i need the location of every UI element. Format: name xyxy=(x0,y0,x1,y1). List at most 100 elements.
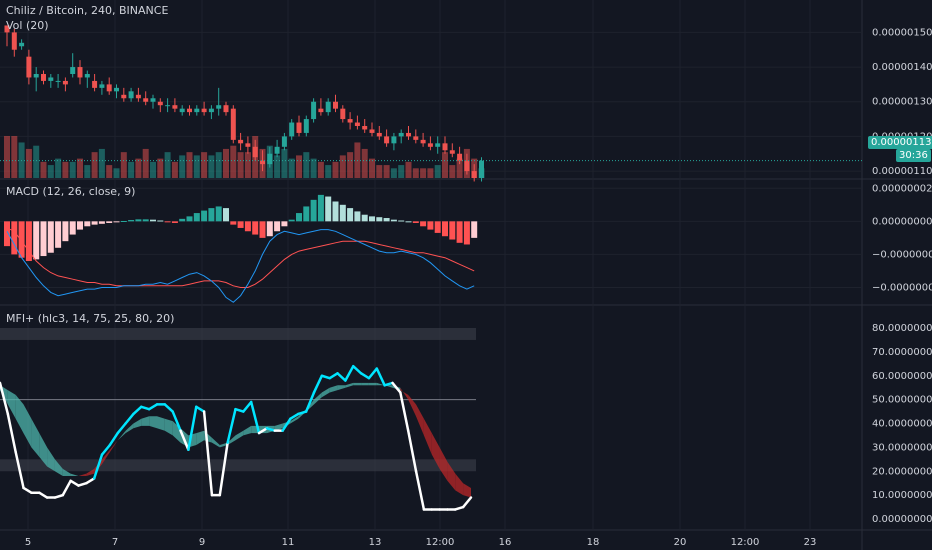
mfi-line-segment xyxy=(461,496,473,509)
mfi-tick-label: 70.00000000 xyxy=(872,347,932,358)
volume-bar xyxy=(164,152,171,178)
candle-body xyxy=(274,146,280,154)
candle-body xyxy=(143,98,149,102)
macd-histogram-bar xyxy=(84,221,91,227)
candle-body xyxy=(289,122,295,137)
volume-bar xyxy=(128,161,135,178)
macd-histogram-bar xyxy=(215,206,222,222)
volume-bar xyxy=(201,152,208,178)
mfi-line-segment xyxy=(6,412,17,454)
macd-histogram-bar xyxy=(230,221,237,225)
candle-body xyxy=(413,136,419,140)
signal-line xyxy=(6,227,475,288)
macd-histogram-bar xyxy=(113,221,120,223)
volume-bar xyxy=(237,152,244,178)
mfi-cloud-segment xyxy=(368,382,377,386)
mfi-tick-label: 10.00000000 xyxy=(872,490,932,501)
macd-histogram-bar xyxy=(456,221,463,243)
macd-histogram-bar xyxy=(274,221,281,232)
price-tick-label: 0.00000140 xyxy=(872,62,932,73)
candle-body xyxy=(281,136,287,147)
volume-bar xyxy=(317,161,324,178)
volume-bar xyxy=(215,152,222,178)
volume-bar xyxy=(420,168,427,178)
mfi-line-segment xyxy=(359,372,371,380)
mfi-line-segment xyxy=(454,505,465,511)
mfi-cloud-segment xyxy=(235,430,244,441)
mfi-cloud-segment xyxy=(463,483,471,498)
volume-bar xyxy=(281,148,288,178)
volume-bar xyxy=(40,161,47,178)
mfi-cloud-segment xyxy=(172,421,181,443)
volume-bar xyxy=(62,161,69,178)
time-tick-label: 23 xyxy=(804,537,817,548)
mfi-line-segment xyxy=(320,374,331,380)
candle-body xyxy=(165,105,171,107)
candle-body xyxy=(406,132,411,137)
macd-histogram-bar xyxy=(77,221,83,230)
candle-body xyxy=(252,146,258,158)
mfi-cloud-segment xyxy=(337,385,346,391)
macd-histogram-bar xyxy=(347,208,354,222)
mfi-cloud-segment xyxy=(376,382,385,386)
mfi-band xyxy=(0,459,476,472)
macd-histogram-bar xyxy=(259,221,266,238)
mfi-cloud-segment xyxy=(314,392,322,405)
volume-bar xyxy=(157,158,164,178)
macd-histogram-bar xyxy=(135,219,142,222)
macd-histogram-bar xyxy=(244,221,251,232)
mfi-cloud-segment xyxy=(353,382,362,386)
candle-body xyxy=(238,139,244,144)
mfi-line-segment xyxy=(249,400,261,435)
macd-histogram-bar xyxy=(201,210,208,222)
volume-bar xyxy=(376,165,383,178)
volume-bar xyxy=(91,152,98,178)
macd-histogram-bar xyxy=(252,221,259,235)
countdown-badge: 30:36 xyxy=(896,149,931,162)
mfi-cloud-segment xyxy=(31,418,40,457)
volume-bar xyxy=(274,155,281,178)
candle-body xyxy=(398,132,404,137)
mfi-cloud-segment xyxy=(164,418,173,436)
mfi-cloud-segment xyxy=(86,468,95,476)
macd-pane[interactable] xyxy=(4,194,478,303)
mfi-tick-label: 30.00000000 xyxy=(872,442,932,453)
mfi-cloud-segment xyxy=(54,459,63,476)
volume-bar xyxy=(179,155,186,178)
mfi-cloud-segment xyxy=(227,435,236,445)
candle-body xyxy=(201,108,207,113)
volume-bar xyxy=(347,152,354,178)
candle-body xyxy=(427,143,433,147)
candle-body xyxy=(223,105,229,113)
candle-body xyxy=(208,108,214,113)
mfi-cloud-segment xyxy=(455,473,464,496)
macd-histogram-bar xyxy=(11,221,18,255)
candle-body xyxy=(62,80,68,85)
candle-body xyxy=(11,32,17,50)
macd-histogram-bar xyxy=(412,221,419,223)
mfi-line-segment xyxy=(344,364,355,382)
mfi-line-segment xyxy=(0,381,10,416)
candle-body xyxy=(354,122,360,126)
candle-body xyxy=(92,80,98,88)
macd-histogram-bar xyxy=(69,221,76,235)
mfi-line-segment xyxy=(187,405,198,452)
macd-histogram-bar xyxy=(369,216,375,222)
mfi-pane[interactable] xyxy=(0,328,476,511)
current-price-badge: 0.00000113 xyxy=(868,136,932,149)
volume-bar xyxy=(69,161,76,178)
mfi-cloud-segment xyxy=(345,382,354,388)
price-pane[interactable] xyxy=(0,25,862,182)
mfi-line-segment xyxy=(147,403,159,411)
mfi-line-segment xyxy=(289,412,300,420)
candle-body xyxy=(33,74,39,78)
mfi-cloud-segment xyxy=(290,416,299,424)
candle-body xyxy=(376,132,382,137)
macd-histogram-bar xyxy=(150,219,156,222)
macd-histogram-bar xyxy=(442,221,448,237)
mfi-cloud-segment xyxy=(416,404,424,436)
macd-histogram-bar xyxy=(281,221,288,227)
volume-bar xyxy=(98,148,105,178)
macd-histogram-bar xyxy=(91,221,98,225)
